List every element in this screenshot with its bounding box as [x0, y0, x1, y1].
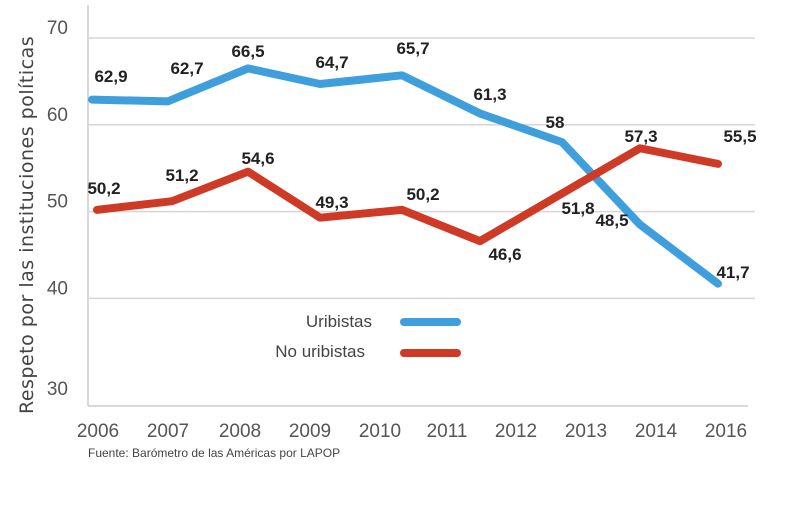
- legend-label-no-uribistas: No uribistas: [275, 342, 365, 361]
- data-labels: 62,9 62,7 66,5 64,7 65,7 61,3 58 48,5 41,7 50,2 51…: [87, 39, 756, 282]
- data-label: 58: [546, 113, 565, 132]
- x-tick-label: 2016: [705, 421, 747, 442]
- data-label: 49,3: [315, 193, 348, 212]
- y-tick-label: 30: [47, 379, 68, 400]
- x-axis-ticks: 2006 2007 2008 2009 2010 2011 2012 2013 2014 2016: [77, 421, 747, 442]
- data-label: 50,2: [406, 185, 439, 204]
- data-label: 41,7: [716, 263, 749, 282]
- data-label: 46,6: [488, 245, 521, 264]
- data-label: 61,3: [473, 85, 506, 104]
- data-label: 54,6: [241, 149, 274, 168]
- x-tick-label: 2014: [635, 421, 678, 442]
- data-label: 55,5: [723, 127, 756, 146]
- x-tick-label: 2006: [77, 421, 119, 442]
- x-tick-label: 2012: [495, 421, 537, 442]
- y-tick-label: 70: [47, 18, 68, 39]
- data-label: 48,5: [595, 211, 628, 230]
- y-tick-label: 40: [47, 278, 68, 299]
- data-label: 51,8: [561, 199, 594, 218]
- data-label: 57,3: [624, 127, 657, 146]
- data-label: 64,7: [315, 53, 348, 72]
- x-tick-label: 2010: [359, 421, 401, 442]
- data-label: 50,2: [87, 179, 120, 198]
- x-tick-label: 2009: [289, 421, 331, 442]
- legend: Uribistas No uribistas: [275, 312, 461, 361]
- y-tick-label: 60: [47, 105, 68, 126]
- y-tick-label: 50: [47, 192, 68, 213]
- series-lines: [88, 64, 722, 288]
- x-tick-label: 2008: [219, 421, 261, 442]
- grid: [87, 5, 755, 407]
- source-note: Fuente: Barómetro de las Américas por LA…: [88, 446, 340, 460]
- data-label: 65,7: [396, 39, 429, 58]
- y-axis-label: Respeto por las instituciones políticas: [16, 36, 38, 414]
- series-line-no-uribistas: [93, 144, 722, 246]
- data-label: 51,2: [165, 166, 198, 185]
- x-tick-label: 2007: [147, 421, 189, 442]
- data-label: 66,5: [231, 42, 264, 61]
- x-tick-label: 2011: [427, 421, 468, 442]
- x-tick-label: 2013: [565, 421, 607, 442]
- data-label: 62,9: [94, 67, 127, 86]
- data-label: 62,7: [170, 59, 203, 78]
- legend-label-uribistas: Uribistas: [306, 312, 372, 331]
- y-axis-ticks: 70 60 50 40 30: [47, 18, 68, 400]
